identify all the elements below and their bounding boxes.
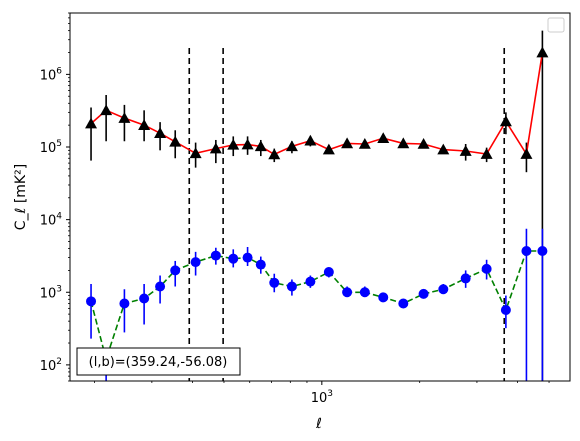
vertical-reference-lines [188,48,506,381]
series-1-point-20 [438,284,449,295]
annotation-box: (l,b)=(359.24,-56.08) [76,347,241,376]
series-1-point-5 [170,265,181,276]
series-0-point-16 [358,137,371,149]
series-0-point-0 [85,117,98,129]
series-0-point-9 [241,138,254,150]
series-1-point-25 [537,245,548,256]
data-series [85,30,549,381]
series-1-point-2 [119,298,130,309]
series-0-point-1 [100,104,113,116]
series-0-point-6 [189,147,202,159]
series-0-point-15 [341,137,354,149]
x-tick-label-0: 103 [311,389,333,406]
y-axis-label: C_ℓ [mK²] [13,164,29,230]
series-0-point-12 [285,140,298,152]
series-1-point-3 [139,293,150,304]
series-0 [85,30,549,381]
series-0-point-10 [254,140,267,152]
series-1-point-14 [323,267,334,278]
series-0-point-14 [322,143,335,155]
series-1-point-6 [190,257,201,268]
series-0-point-8 [227,138,240,150]
y-tick-label-4: 106 [40,66,63,83]
series-0-point-20 [437,143,450,155]
series-0-point-21 [459,145,472,156]
series-0-point-3 [138,119,151,130]
series-1-point-4 [155,281,166,292]
series-1-point-24 [521,245,532,256]
series-1-point-0 [86,296,97,307]
series-0-point-19 [417,137,430,149]
series-0-point-18 [397,137,410,149]
series-0-point-25 [536,46,549,58]
series-0-point-24 [520,148,533,159]
series-1-point-23 [500,304,511,315]
axis-ticks: 102 103 104 105 106 103 [40,12,550,406]
series-1-point-10 [255,259,266,270]
series-1-point-19 [418,288,429,299]
y-tick-label-0: 102 [40,357,62,374]
series-1-point-22 [481,263,492,274]
series-1-point-18 [398,298,409,309]
series-1-point-9 [242,252,253,263]
series-1-point-21 [460,273,471,284]
series-0-point-17 [377,132,390,144]
series-1-point-12 [286,281,297,292]
series-1-point-16 [359,287,370,298]
plot-area [70,13,570,381]
series-0-point-5 [169,135,182,147]
series-0-point-11 [268,148,281,160]
series-1-point-13 [305,276,316,287]
series-0-point-7 [209,142,222,154]
series-0-point-4 [154,127,167,138]
series-0-point-13 [304,134,317,146]
series-1-point-15 [342,287,353,298]
legend-box [547,17,565,33]
series-1 [86,228,548,381]
series-0-point-22 [480,148,493,159]
series-1-point-7 [210,250,221,261]
y-tick-label-1: 103 [40,284,62,301]
series-0-point-2 [118,112,131,123]
series-1-point-8 [228,253,239,264]
series-1-point-17 [378,292,389,303]
y-tick-label-3: 105 [40,139,62,156]
series-0-point-23 [499,115,512,127]
x-axis-label: ℓ [315,416,322,432]
plot-frame [69,12,571,382]
annotation-text: (l,b)=(359.24,-56.08) [89,355,228,370]
series-1-point-11 [269,277,280,288]
y-tick-label-2: 104 [40,212,63,229]
